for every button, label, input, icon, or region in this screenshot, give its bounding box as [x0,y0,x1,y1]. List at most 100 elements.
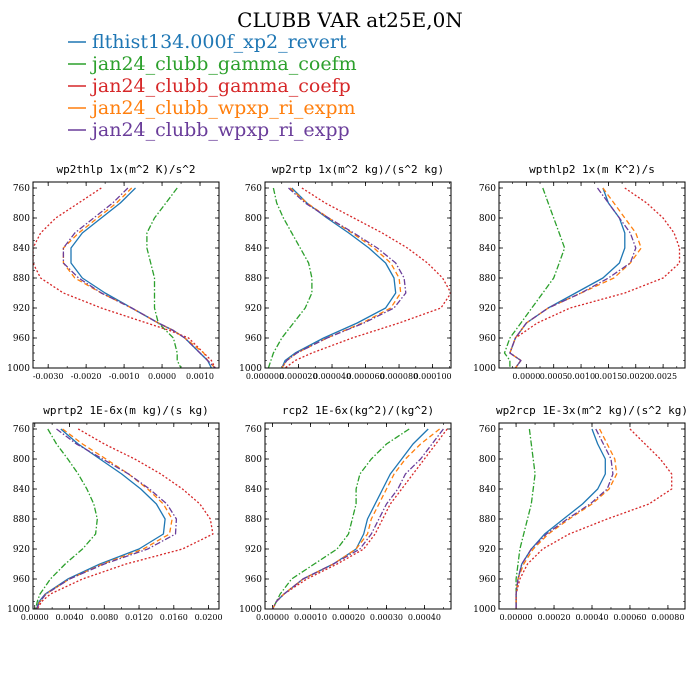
series-group-5 [515,428,673,609]
ytick-label-2-1: 800 [479,214,496,224]
xtick-label-4-2: 0.00020 [332,613,365,622]
panel-2: wpthlp2 1x(m K^2)/s 760 800 840 880 920 960 100… [473,163,686,381]
ytick-label-3-0: 760 [13,425,30,435]
xtick-label-5-4: 0.00080 [651,613,684,622]
xtick-label-3-5: 0.0200 [195,613,223,622]
ytick-label-1-1: 800 [245,214,262,224]
series-line-3-1 [34,428,98,609]
panel-frame-1 [264,181,452,369]
ytick-label-1-0: 760 [245,184,262,194]
xtick-label-2-3: 0.0015 [594,372,622,381]
panel-title-3: wprtp2 1E-6x(m kg)/(s kg) [43,404,209,417]
series-group-1 [267,187,451,368]
xtick-label-3-1: 0.0040 [56,613,84,622]
legend-label-1: jan24_clubb_gamma_coefm [90,53,357,75]
xtick-label-0-3: 0.0000 [148,372,176,381]
xtick-label-2-0: 0.0000 [512,372,540,381]
ytick-label-1-3: 880 [245,274,262,284]
series-line-4-1 [272,428,410,609]
ytick-label-2-2: 840 [479,244,496,254]
legend: flthist134.000f_xp2_revertjan24_clubb_ga… [68,31,357,141]
xtick-label-2-4: 0.0020 [622,372,650,381]
ytick-label-4-2: 840 [245,485,262,495]
panel-title-2: wpthlp2 1x(m K^2)/s [529,163,655,176]
series-line-1-4 [281,187,407,368]
xtick-label-1-4: 0.000080 [380,372,418,381]
series-group-4 [272,428,448,609]
xtick-label-4-3: 0.00030 [370,613,403,622]
series-line-1-0 [281,187,397,368]
ytick-label-4-1: 800 [245,455,262,465]
ytick-label-2-4: 920 [479,304,496,314]
panel-frame-2 [498,181,686,369]
panel-frame-3 [32,422,220,610]
legend-label-2: jan24_clubb_gamma_coefp [90,75,351,97]
panel-frame-5 [498,422,686,610]
panel-4: rcp2 1E-6x(kg^2)/(kg^2) 760 800 840 880 920 96… [239,404,452,622]
ytick-label-3-1: 800 [13,455,30,465]
series-line-2-2 [509,187,681,368]
xtick-label-5-0: 0.00000 [500,613,533,622]
ytick-label-5-2: 840 [479,485,496,495]
ytick-label-5-3: 880 [479,515,496,525]
xtick-label-4-1: 0.00010 [294,613,327,622]
panel-frame-0 [32,181,220,369]
series-line-2-4 [509,187,637,368]
xtick-label-4-0: 0.00000 [256,613,289,622]
xtick-label-1-5: 0.000100 [413,372,451,381]
ytick-label-4-5: 960 [245,575,262,585]
legend-label-3: jan24_clubb_wpxp_ri_expm [90,97,356,119]
ytick-label-0-4: 920 [13,304,30,314]
series-line-3-0 [35,428,166,609]
ytick-label-0-3: 880 [13,274,30,284]
ytick-label-2-6: 1000 [473,364,496,374]
ytick-label-4-6: 1000 [239,605,262,615]
panel-title-5: wp2rcp 1E-3x(m^2 kg)/(s^2 kg) [496,404,688,417]
xtick-label-5-3: 0.00060 [613,613,646,622]
ytick-label-4-0: 760 [245,425,262,435]
series-line-5-1 [515,428,536,609]
ytick-label-3-3: 880 [13,515,30,525]
series-group-0 [33,187,216,368]
series-line-4-4 [272,428,444,609]
ytick-label-3-6: 1000 [7,605,30,615]
series-line-1-2 [284,187,451,368]
ytick-label-2-3: 880 [479,274,496,284]
panel-title-0: wp2thlp 1x(m^2 K)/s^2 [56,163,195,176]
xtick-label-1-1: 0.000020 [279,372,317,381]
series-line-0-1 [146,187,182,368]
series-line-5-3 [515,428,618,609]
xtick-label-1-3: 0.000060 [346,372,384,381]
xtick-label-3-4: 0.0160 [160,613,188,622]
series-line-4-0 [272,428,429,609]
panels: wp2thlp 1x(m^2 K)/s^2 760 800 840 880 920 960 1… [7,163,688,622]
ytick-label-0-1: 800 [13,214,30,224]
ytick-label-5-4: 920 [479,545,496,555]
series-line-3-3 [35,428,173,609]
panel-0: wp2thlp 1x(m^2 K)/s^2 760 800 840 880 920 960 1… [7,163,220,381]
xtick-label-2-2: 0.0010 [567,372,595,381]
series-group-2 [503,187,681,368]
xtick-label-0-4: 0.0010 [186,372,214,381]
xtick-label-5-2: 0.00040 [575,613,608,622]
ytick-label-5-6: 1000 [473,605,496,615]
series-line-5-2 [515,428,673,609]
ytick-label-0-2: 840 [13,244,30,254]
ytick-label-1-2: 840 [245,244,262,254]
ytick-label-1-5: 960 [245,334,262,344]
ytick-label-5-5: 960 [479,575,496,585]
panel-title-4: rcp2 1E-6x(kg^2)/(kg^2) [282,404,434,417]
series-line-1-3 [281,187,402,368]
panel-5: wp2rcp 1E-3x(m^2 kg)/(s^2 kg)760 800 840 88… [473,404,688,622]
panel-1: wp2rtp 1x(m^2 kg)/(s^2 kg) 760 800 840 880 92… [239,163,452,381]
panel-3: wprtp2 1E-6x(m kg)/(s kg) 760 800 840 880 920… [7,404,222,622]
series-line-5-0 [515,428,606,609]
legend-label-4: jan24_clubb_wpxp_ri_expp [90,119,350,141]
ytick-label-4-4: 920 [245,545,262,555]
xtick-label-4-4: 0.00040 [408,613,441,622]
xtick-label-3-0: 0.0000 [21,613,49,622]
figure-title: CLUBB VAR at25E,0N [237,8,463,32]
series-line-0-0 [70,187,212,368]
panel-title-1: wp2rtp 1x(m^2 kg)/(s^2 kg) [272,163,444,176]
